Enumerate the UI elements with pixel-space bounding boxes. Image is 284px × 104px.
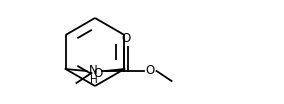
Text: O: O (145, 64, 154, 77)
Text: N: N (89, 64, 98, 77)
Text: O: O (121, 32, 130, 46)
Text: H: H (90, 75, 97, 85)
Text: O: O (94, 66, 103, 79)
